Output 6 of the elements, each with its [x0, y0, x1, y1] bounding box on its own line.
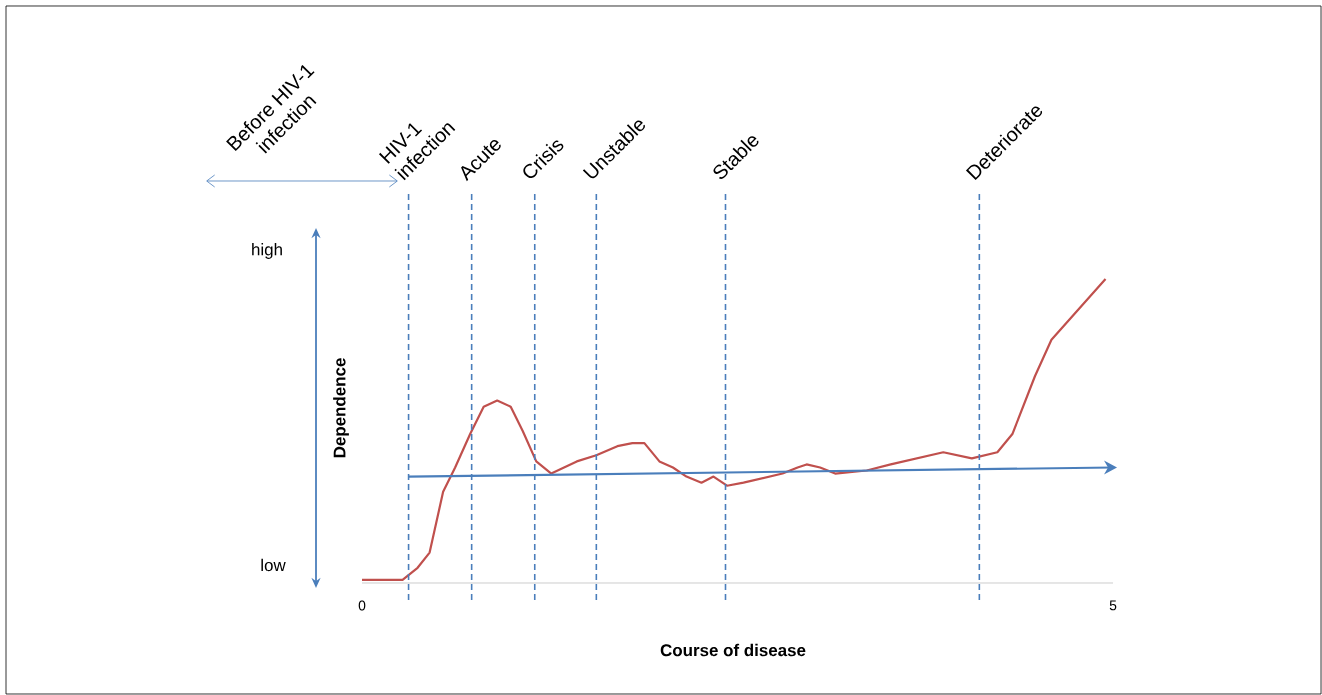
- text: low: [261, 558, 286, 572]
- x-axis-title: Course of disease: [660, 643, 806, 657]
- x-tick-label: 5: [1109, 600, 1117, 611]
- text: high: [252, 243, 282, 259]
- x-tick-label: 0: [358, 600, 366, 611]
- y-axis-title: Dependence: [333, 358, 349, 458]
